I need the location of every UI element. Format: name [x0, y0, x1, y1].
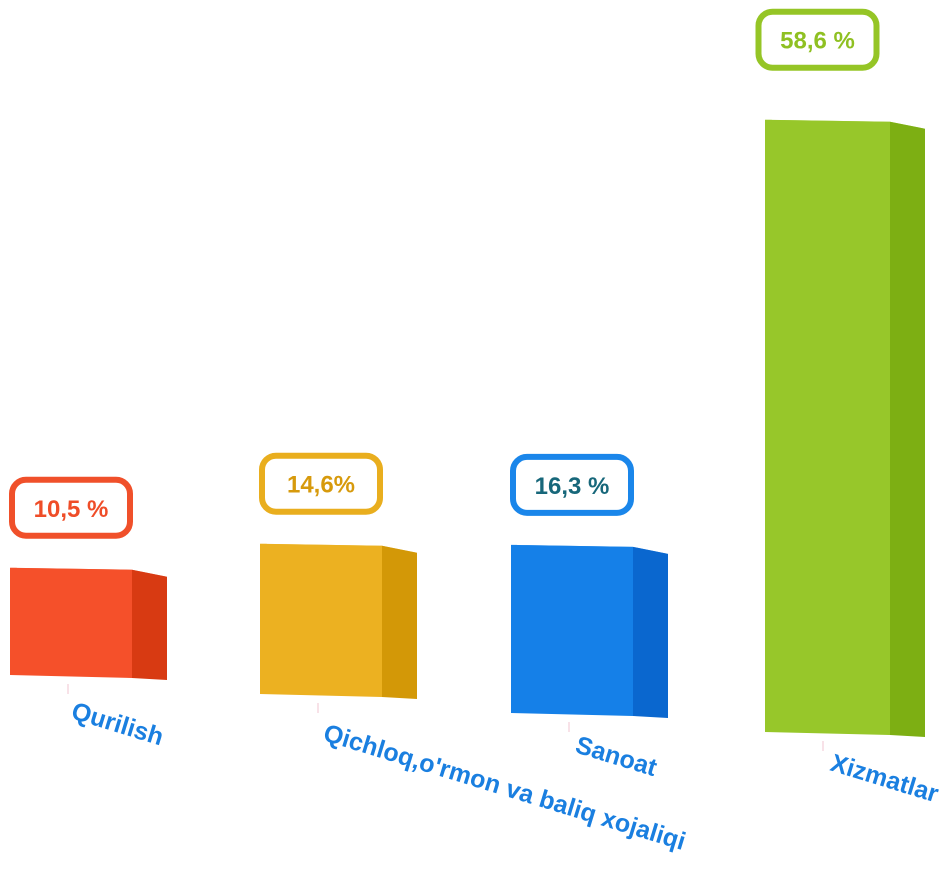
value-label-box: [755, 8, 880, 71]
bar-side-face: [132, 569, 167, 680]
value-labels-group: 10,5 % 14,6% 16,3 % 58,6 %: [9, 8, 880, 539]
bar-side-face: [633, 546, 668, 718]
category-label: Qichloq,o'rmon va baliq xojaliqi: [320, 719, 689, 856]
bar: [10, 567, 132, 678]
category-label: Qurilish: [68, 697, 167, 751]
value-label-box: [510, 453, 634, 516]
category-label: Sanoat: [572, 731, 661, 782]
bar: [511, 544, 633, 716]
category-label: Xizmatlar: [827, 749, 939, 808]
value-label-box: [259, 452, 383, 515]
value-label: 14,6%: [287, 472, 355, 499]
value-label: 58,6 %: [780, 28, 855, 55]
value-label: 16,3 %: [535, 473, 610, 500]
bar: [765, 119, 890, 735]
bar-side-face: [890, 121, 925, 737]
value-label-box: [9, 476, 133, 539]
value-label: 10,5 %: [34, 496, 109, 523]
bars-group: [10, 119, 925, 737]
bar-side-face: [382, 545, 417, 699]
bar: [260, 543, 382, 697]
